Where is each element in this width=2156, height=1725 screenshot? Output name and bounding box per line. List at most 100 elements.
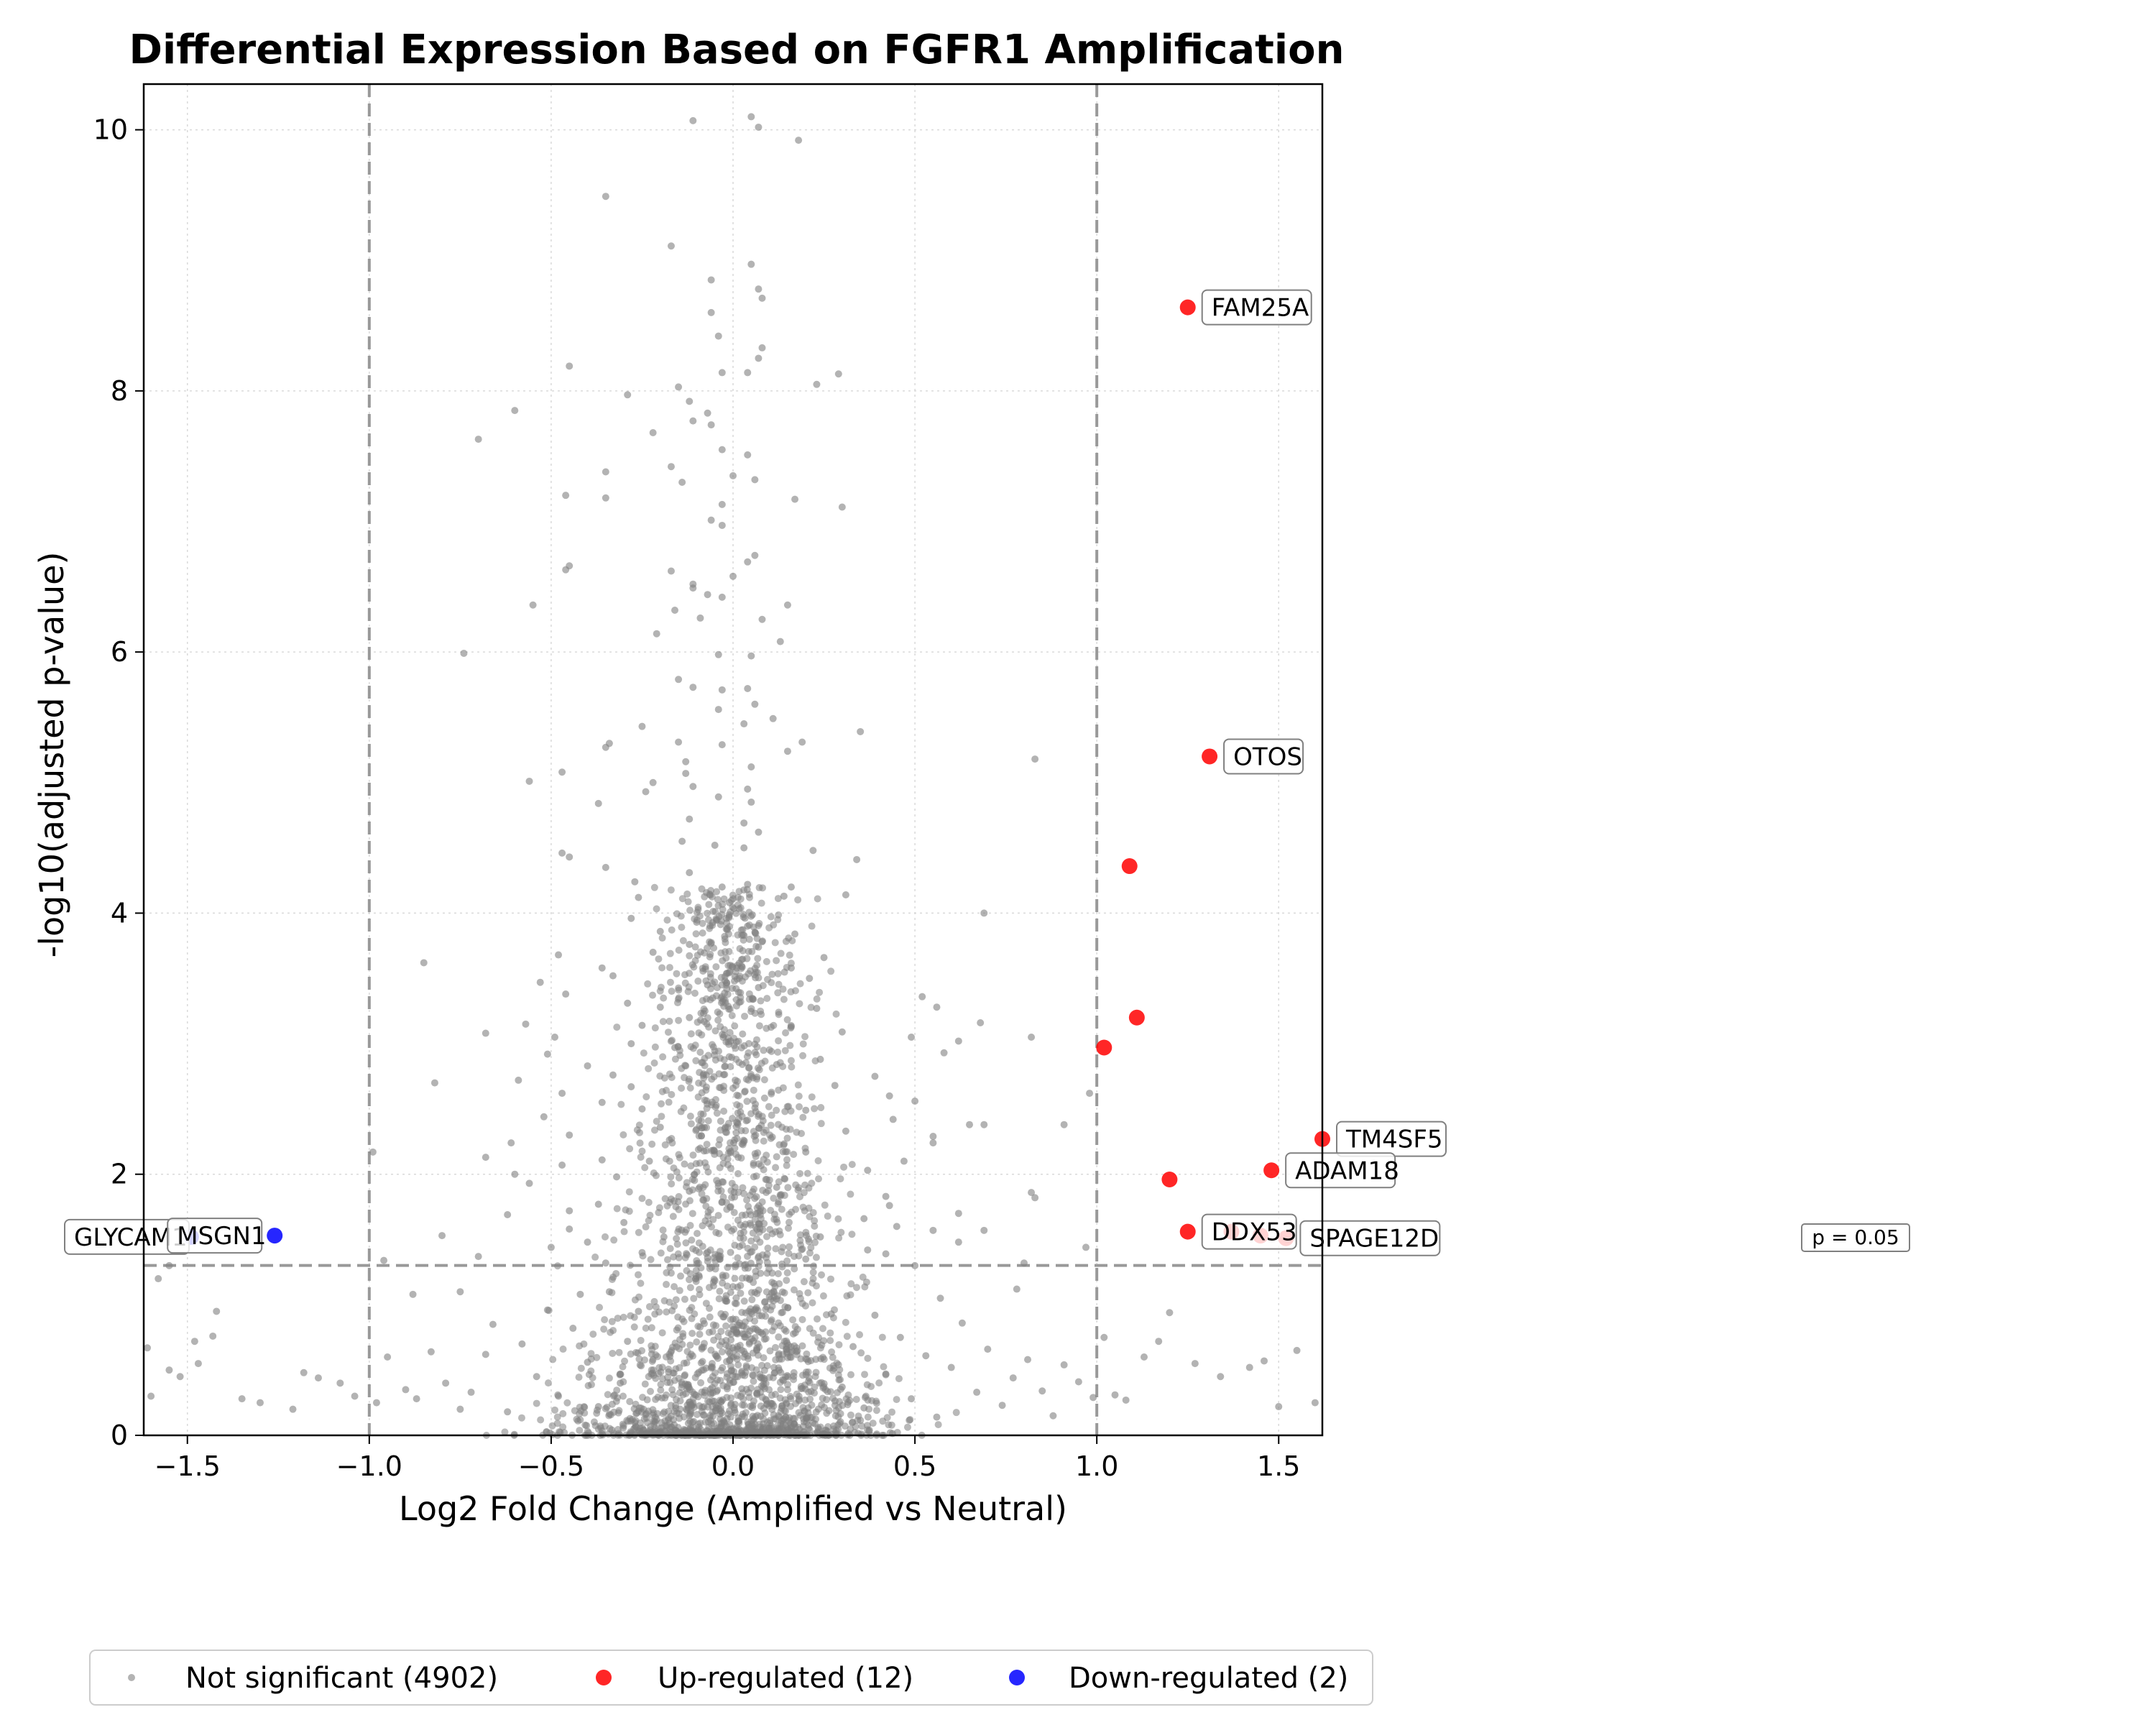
scatter-point-not-significant	[816, 1379, 824, 1387]
scatter-point-not-significant	[725, 1053, 733, 1061]
scatter-point-not-significant	[947, 1363, 955, 1371]
scatter-point-not-significant	[686, 1187, 694, 1195]
scatter-point-not-significant	[369, 1148, 377, 1156]
scatter-point-not-significant	[482, 1351, 489, 1358]
scatter-point-not-significant	[626, 1261, 634, 1269]
scatter-point-not-significant	[742, 1325, 750, 1333]
scatter-point-not-significant	[558, 1090, 566, 1098]
scatter-point-not-significant	[716, 1253, 724, 1261]
scatter-point-not-significant	[774, 970, 782, 978]
scatter-point-not-significant	[775, 1037, 783, 1045]
scatter-point-not-significant	[696, 1144, 704, 1152]
scatter-point-not-significant	[636, 1361, 644, 1369]
scatter-point-not-significant	[819, 1292, 827, 1300]
scatter-point-not-significant	[751, 1104, 759, 1112]
scatter-point-not-significant	[658, 1424, 665, 1432]
scatter-point-not-significant	[659, 1053, 667, 1061]
scatter-point-not-significant	[673, 970, 681, 978]
scatter-point-not-significant	[734, 1361, 742, 1368]
scatter-point-not-significant	[752, 1346, 760, 1353]
scatter-point-not-significant	[747, 260, 755, 268]
scatter-point-not-significant	[664, 1029, 672, 1036]
scatter-point-not-significant	[864, 1413, 872, 1421]
scatter-point-not-significant	[731, 1406, 739, 1414]
scatter-point-not-significant	[676, 1287, 683, 1294]
scatter-point-not-significant	[713, 888, 721, 896]
scatter-point-not-significant	[754, 1307, 762, 1315]
scatter-point-not-significant	[727, 1037, 734, 1045]
scatter-point-not-significant	[765, 1182, 773, 1190]
scatter-point-not-significant	[602, 1259, 609, 1267]
scatter-point-not-significant	[796, 1425, 803, 1433]
legend-box	[89, 1650, 1373, 1706]
scatter-point-not-significant	[747, 1259, 755, 1267]
scatter-point-not-significant	[675, 1174, 683, 1182]
scatter-point-not-significant	[672, 1402, 680, 1409]
scatter-point-not-significant	[829, 1353, 837, 1361]
scatter-point-not-significant	[635, 893, 642, 901]
scatter-point-not-significant	[847, 1411, 854, 1419]
scatter-point-not-significant	[686, 1013, 694, 1021]
scatter-point-not-significant	[693, 1410, 701, 1418]
scatter-point-not-significant	[775, 980, 783, 988]
scatter-point-not-significant	[751, 700, 759, 708]
scatter-point-not-significant	[544, 1379, 552, 1387]
scatter-point-not-significant	[860, 1215, 868, 1223]
scatter-point-not-significant	[674, 1197, 682, 1205]
scatter-point-not-significant	[848, 1161, 856, 1169]
scatter-point-not-significant	[727, 1248, 734, 1256]
scatter-point-not-significant	[731, 1022, 739, 1030]
scatter-point-not-significant	[727, 1147, 734, 1155]
gene-label-fam25a: FAM25A	[1201, 289, 1312, 326]
scatter-point-not-significant	[678, 1381, 686, 1389]
scatter-point-not-significant	[722, 1271, 730, 1279]
scatter-point-not-significant	[750, 1086, 757, 1094]
scatter-point-not-significant	[667, 886, 675, 894]
scatter-point-not-significant	[832, 1427, 840, 1435]
scatter-point-not-significant	[857, 727, 865, 735]
scatter-point-not-significant	[709, 1363, 717, 1371]
scatter-point-not-significant	[691, 943, 699, 951]
scatter-point-not-significant	[699, 1196, 707, 1204]
scatter-point-not-significant	[765, 1293, 773, 1301]
scatter-point-not-significant	[722, 925, 730, 933]
scatter-point-not-significant	[760, 1354, 768, 1362]
scatter-point-not-significant	[768, 1111, 775, 1119]
scatter-point-not-significant	[875, 1379, 883, 1387]
scatter-point-not-significant	[786, 951, 793, 959]
scatter-point-not-significant	[816, 1344, 824, 1352]
scatter-point-not-significant	[694, 978, 702, 985]
scatter-point-not-significant	[699, 997, 706, 1005]
scatter-point-not-significant	[610, 1236, 618, 1244]
scatter-point-not-significant	[663, 1281, 671, 1289]
x-tick-label: −0.5	[518, 1450, 584, 1482]
scatter-point-not-significant	[779, 1062, 787, 1070]
scatter-point-not-significant	[842, 1127, 849, 1135]
scatter-point-not-significant	[657, 1368, 665, 1376]
scatter-point-not-significant	[775, 1356, 783, 1363]
scatter-point-not-significant	[817, 1120, 825, 1128]
scatter-point-not-significant	[642, 788, 650, 796]
scatter-point-not-significant	[774, 1048, 782, 1056]
scatter-point-not-significant	[651, 1024, 659, 1032]
gene-label-ddx53: DDX53	[1201, 1213, 1297, 1250]
scatter-point-not-significant	[562, 492, 570, 500]
scatter-point-not-significant	[626, 1145, 634, 1153]
scatter-point-not-significant	[581, 1421, 589, 1429]
scatter-point-not-significant	[713, 1109, 721, 1117]
scatter-point-not-significant	[783, 1162, 791, 1169]
scatter-point-not-significant	[803, 1350, 811, 1358]
scatter-point-not-significant	[697, 1132, 705, 1140]
scatter-point-not-significant	[637, 1419, 645, 1427]
scatter-point-not-significant	[714, 793, 722, 801]
scatter-point-not-significant	[667, 1195, 675, 1203]
scatter-point-not-significant	[727, 1062, 734, 1070]
chart-title: Differential Expression Based on FGFR1 A…	[129, 27, 1345, 73]
x-tick-label: 0.0	[711, 1450, 755, 1482]
scatter-point-not-significant	[607, 1328, 614, 1336]
scatter-point-not-significant	[648, 1346, 656, 1353]
scatter-point-not-significant	[722, 1128, 730, 1136]
scatter-point-not-significant	[721, 1062, 729, 1070]
scatter-point-not-significant	[604, 1391, 612, 1399]
scatter-point-not-significant	[1013, 1285, 1021, 1293]
